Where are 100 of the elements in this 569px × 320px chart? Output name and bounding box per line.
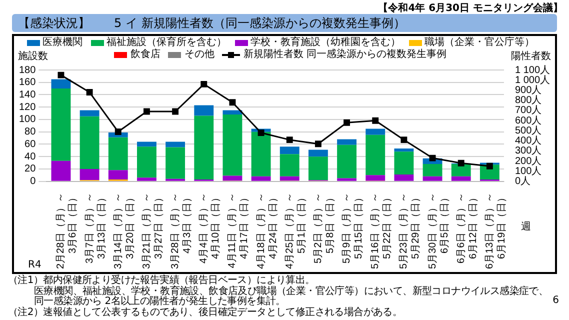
legend-label: 新規陽性者数 同一感染源からの複数発生事例 [243, 49, 447, 61]
bar [308, 156, 328, 180]
point [172, 108, 179, 115]
y2-tick-label: 800人 [514, 95, 542, 106]
legend-label: 飲食店 [130, 49, 160, 61]
x-tick-label: 5月16日（月）～ 5月22日（日） [370, 192, 394, 270]
y-tick-label: 40 [24, 151, 36, 162]
point [429, 154, 436, 162]
bar [337, 144, 356, 178]
x-tick-label: 6月6日（月）～ 6月12日（日） [456, 192, 479, 264]
bar [280, 176, 300, 181]
bar [80, 110, 100, 116]
x-tick-label: 6月13日（月）～ 6月19日（日） [484, 192, 508, 270]
x-tick-label: 3月7日（月）～ 3月13日（日） [84, 192, 108, 264]
bar [422, 164, 442, 176]
bar [251, 132, 271, 176]
y-tick-label: 0 [30, 176, 36, 188]
y-tick-label: 160 [18, 77, 36, 88]
y2-tick-label: 300人 [514, 146, 542, 157]
point [143, 108, 150, 115]
bar [394, 174, 414, 181]
legend-label: 医療機関 [42, 37, 82, 49]
text: 同一感染源から 2名以上の陽性者が発生した事例を集計。 [33, 296, 286, 307]
text: （注1）都内保健所より受けた報告実績（報告日ベース）により算出。 [8, 275, 316, 286]
bar [51, 79, 71, 89]
legend-label: 職場（企業・官公庁等） [424, 37, 534, 48]
y-axis-title: 施設数 [18, 50, 48, 63]
x-tick-label: 3月14日（月）～ 3月20日（日） [112, 192, 136, 270]
text: R4 [28, 260, 42, 271]
point [372, 117, 379, 124]
bar [194, 116, 214, 180]
y-tick-label: 140 [18, 89, 36, 100]
x-tick-label: 5月9日（月）～ 5月15日（日） [342, 192, 365, 264]
y2-tick-label: 900人 [514, 84, 542, 96]
point [486, 162, 493, 170]
bar [166, 147, 186, 179]
point [344, 119, 350, 126]
x-tick-label: 4月4日（月）～ 4月10日（日） [198, 192, 222, 264]
bar [222, 110, 242, 115]
y2-tick-label: 200人 [514, 156, 542, 167]
bar [451, 176, 471, 181]
x-tick-label: 2月28日（月）～ 3月6日（日） [56, 192, 79, 270]
x-tick-label: 5月30日（月）～ 6月5日（日） [427, 192, 450, 270]
bar [194, 105, 214, 116]
point [258, 130, 264, 136]
point [458, 160, 464, 166]
bar [366, 175, 386, 181]
legend-label: その他 [184, 49, 214, 61]
bar [108, 137, 128, 170]
bar [51, 160, 71, 181]
y2-tick-label: 1 100人 [514, 64, 550, 76]
bar [137, 146, 156, 178]
legend-label: 福祉施設（保育所を含む） [106, 37, 226, 48]
y-tick-label: 80 [24, 126, 36, 138]
y2-tick-label: 600人 [514, 115, 542, 126]
y-tick-label: 180 [18, 64, 36, 76]
bar [51, 88, 71, 161]
y-tick-label: 120 [18, 102, 36, 113]
bar [394, 152, 414, 175]
x-tick-label: 4月11日（月）～ 4月17日（日） [227, 192, 250, 268]
point [286, 136, 293, 144]
x-tick-label: 5月23日（月）～ 5月29日（日） [398, 192, 422, 270]
x-tick-label: 5月2日（月）～ 5月8日（日） [312, 192, 336, 264]
bar [280, 154, 300, 176]
point [200, 80, 208, 88]
bar [137, 142, 156, 147]
y2-tick-label: 1 000人 [514, 74, 550, 86]
y2-tick-label: 0人 [514, 176, 531, 188]
bar [451, 164, 471, 176]
y-tick-label: 60 [24, 138, 36, 150]
bar [394, 148, 414, 152]
bar [337, 139, 356, 145]
x-axis-title: 週 [520, 221, 531, 232]
text: 6 [552, 295, 559, 306]
text: 【令和4年 6月30日 モニタリング会議】 [378, 1, 563, 15]
point [400, 136, 408, 144]
bar [222, 176, 242, 181]
y2-tick-label: 100人 [514, 166, 542, 177]
y-tick-label: 100 [18, 114, 36, 126]
y2-tick-label: 500人 [514, 125, 542, 136]
bar [280, 146, 300, 154]
bar [366, 128, 386, 135]
bar [137, 178, 156, 181]
point [229, 99, 236, 106]
bar [222, 114, 242, 176]
point [86, 89, 93, 96]
chart-title: 【感染状況】 5 イ 新規陽性者数（同一感染源からの複数発生事例） [12, 14, 557, 32]
point [58, 72, 64, 78]
bar [108, 170, 128, 180]
x-tick-label: 3月21日（月）～ 3月27日（日） [141, 192, 164, 270]
point [314, 140, 322, 148]
bar [308, 150, 328, 157]
bar [251, 176, 271, 181]
bar [80, 116, 100, 169]
legend-label: 学校・教育施設（幼稚園を含む） [250, 37, 400, 48]
text: 医療機関、福祉施設、学校・教育施設、飲食店及び職場（企業・官公庁等）において、新型コロナウイルス感染症で、 [33, 286, 548, 296]
point [114, 128, 122, 135]
bar [366, 134, 386, 176]
x-tick-label: 4月25日（月）～ 5月1日（日） [284, 192, 308, 270]
text: （注2）速報値として公表するものであり、後日確定データとして修正される場合がある。 [8, 306, 404, 318]
